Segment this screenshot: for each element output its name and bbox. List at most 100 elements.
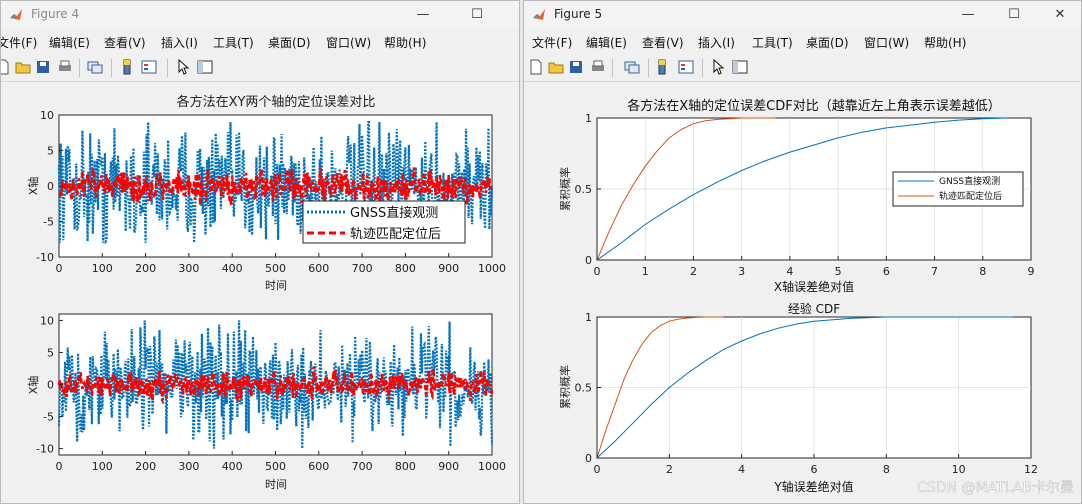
menu-help[interactable]: 帮助(H)	[384, 36, 427, 50]
minimize-icon[interactable]: —	[961, 7, 975, 22]
x-tick-label: 100	[92, 460, 113, 473]
open-file-icon[interactable]	[15, 59, 31, 75]
x-tick-label: 300	[178, 460, 199, 473]
x-tick-label: 6	[883, 265, 890, 278]
menu-window[interactable]: 窗口(W)	[864, 36, 910, 50]
minimize-icon[interactable]: —	[416, 7, 430, 22]
toolbar-separator	[79, 59, 80, 77]
cdf-x-series-lines	[596, 117, 1007, 261]
x-tick-label: 5	[835, 265, 842, 278]
gnss-cdf-line	[596, 316, 1013, 459]
menu-file[interactable]: 文件(F)	[0, 36, 38, 50]
menu-insert[interactable]: 插入(I)	[698, 36, 735, 50]
x-tick-label: 900	[438, 262, 459, 275]
close-icon[interactable]: ✕	[1054, 7, 1066, 22]
figure5-toolbar	[524, 55, 1081, 82]
x-tick-label: 6	[811, 463, 818, 476]
top-x-ticks: 0 100 200 300 400 500 600 700 800 900 1000	[56, 253, 506, 275]
figure4-toolbar	[1, 55, 519, 82]
matched-series-line	[58, 167, 494, 207]
x-tick-label: 12	[1024, 463, 1038, 476]
legend-icon[interactable]	[141, 59, 157, 75]
legend-label-gnss: GNSS直接观测	[350, 205, 438, 221]
matched-cdf-line	[596, 117, 776, 261]
y-tick-label: -10	[36, 443, 54, 456]
bottom-series-lines	[57, 320, 494, 449]
x-tick-label: 1000	[478, 262, 506, 275]
cdf-x-plot-title: 各方法在X轴的定位误差CDF对比（越靠近左上角表示误差越低）	[627, 98, 1000, 114]
maximize-icon[interactable]: ☐	[1008, 7, 1020, 22]
figure4-title: Figure 4	[31, 7, 80, 21]
x-tick-label: 10	[952, 463, 966, 476]
menu-window[interactable]: 窗口(W)	[326, 36, 372, 50]
top-y-label: X轴	[26, 177, 40, 196]
menu-desktop[interactable]: 桌面(D)	[268, 36, 311, 50]
x-tick-label: 0	[594, 463, 601, 476]
menu-insert[interactable]: 插入(I)	[161, 36, 198, 50]
x-tick-label: 100	[92, 262, 113, 275]
new-figure-icon[interactable]	[0, 59, 11, 75]
link-figure-icon[interactable]	[87, 59, 103, 75]
toolbar-separator	[702, 59, 703, 77]
figure5-titlebar[interactable]: Figure 5 — ☐ ✕	[524, 1, 1081, 29]
x-tick-label: 500	[265, 460, 286, 473]
x-tick-label: 2	[690, 265, 697, 278]
y-tick-label: 10	[40, 109, 54, 122]
x-tick-label: 4	[786, 265, 793, 278]
menu-view[interactable]: 查看(V)	[642, 36, 684, 50]
menu-desktop[interactable]: 桌面(D)	[806, 36, 849, 50]
bottom-x-ticks: 0 100 200 300 400 500 600 700 800 900 1000	[56, 451, 506, 473]
x-tick-label: 800	[395, 262, 416, 275]
pointer-icon[interactable]	[175, 59, 191, 75]
new-figure-icon[interactable]	[528, 59, 544, 75]
toolbar-separator	[648, 59, 649, 77]
bottom-y-label: X轴	[26, 376, 40, 395]
property-editor-icon[interactable]	[197, 59, 213, 75]
cdf-x-legend[interactable]: GNSS直接观测 轨迹匹配定位后	[892, 171, 1024, 207]
y-tick-label: -5	[43, 216, 54, 229]
cdf-y-x-label: Y轴误差绝对值	[773, 479, 853, 494]
menu-edit[interactable]: 编辑(E)	[586, 36, 627, 50]
toolbar-separator	[167, 59, 168, 77]
save-icon[interactable]	[568, 59, 584, 75]
menu-tools[interactable]: 工具(T)	[213, 36, 254, 50]
property-editor-icon[interactable]	[732, 59, 748, 75]
cdf-y-x-ticks: 0 2 4 6 8 10 12	[594, 454, 1038, 476]
x-tick-label: 3	[738, 265, 745, 278]
cdf-y-y-ticks: 10.50	[575, 311, 601, 465]
colorbar-icon[interactable]	[119, 59, 135, 75]
matlab-logo-icon	[10, 9, 22, 20]
x-tick-label: 500	[265, 262, 286, 275]
toolbar-separator	[111, 59, 112, 77]
bottom-y-ticks: 10 5 0 -5 -10	[36, 314, 63, 456]
maximize-icon[interactable]: ☐	[471, 7, 483, 22]
colorbar-icon[interactable]	[654, 59, 670, 75]
x-tick-label: 8	[883, 463, 890, 476]
x-tick-label: 8	[979, 265, 986, 278]
cdf-x-y-label: 累积概率	[558, 167, 572, 211]
top-legend[interactable]: GNSS直接观测 轨迹匹配定位后	[302, 200, 466, 244]
y-tick-label: 1	[585, 112, 592, 125]
menu-help[interactable]: 帮助(H)	[924, 36, 967, 50]
print-icon[interactable]	[57, 59, 73, 75]
legend-box	[302, 200, 466, 244]
x-tick-label: 200	[135, 460, 156, 473]
x-tick-label: 600	[308, 460, 329, 473]
pointer-icon[interactable]	[710, 59, 726, 75]
menu-edit[interactable]: 编辑(E)	[49, 36, 90, 50]
menu-file[interactable]: 文件(F)	[532, 36, 573, 50]
figure5-window: Figure 5 — ☐ ✕ 文件(F) 编辑(E) 查看(V) 插入(I) 工…	[523, 0, 1082, 504]
figure4-titlebar[interactable]: Figure 4 — ☐	[1, 1, 519, 29]
legend-icon[interactable]	[678, 59, 694, 75]
print-icon[interactable]	[590, 59, 606, 75]
link-figure-icon[interactable]	[624, 59, 640, 75]
open-file-icon[interactable]	[548, 59, 564, 75]
menu-view[interactable]: 查看(V)	[104, 36, 146, 50]
cdf-y-y-label: 累积概率	[558, 365, 572, 409]
y-tick-label: 0	[47, 180, 54, 193]
save-icon[interactable]	[35, 59, 51, 75]
y-tick-label: 0	[585, 452, 592, 465]
menu-tools[interactable]: 工具(T)	[752, 36, 793, 50]
